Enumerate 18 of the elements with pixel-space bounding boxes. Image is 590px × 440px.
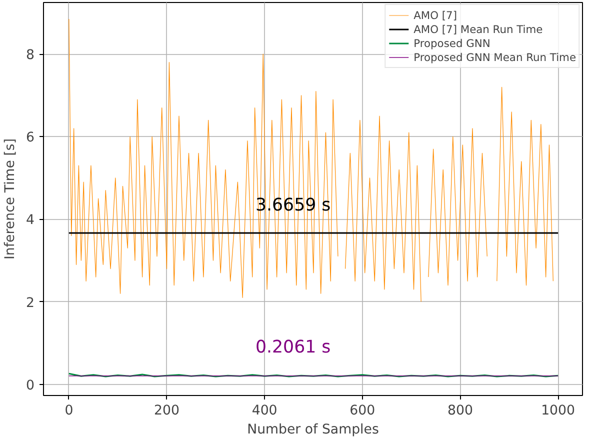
x-axis-title: Number of Samples xyxy=(247,422,379,438)
y-tick-label: 4 xyxy=(26,213,35,228)
y-tick-label: 6 xyxy=(26,130,35,146)
x-tick-label: 0 xyxy=(64,404,74,418)
y-tick-label: 0 xyxy=(26,378,35,394)
y-axis-title: Inference Time [s] xyxy=(3,138,18,260)
legend-label: AMO [7] xyxy=(414,8,457,22)
legend-label: Proposed GNN xyxy=(414,36,490,50)
x-tick-label: 200 xyxy=(154,404,180,418)
x-tick-label: 1000 xyxy=(541,404,576,418)
y-tick-label: 8 xyxy=(26,48,35,64)
x-tick-label: 600 xyxy=(350,404,376,418)
y-tick-label: 2 xyxy=(26,296,35,311)
legend-label: AMO [7] Mean Run Time xyxy=(414,22,543,36)
legend-label: Proposed GNN Mean Run Time xyxy=(414,50,576,64)
x-tick-label: 400 xyxy=(252,404,278,418)
annotation: 0.2061 s xyxy=(256,338,331,358)
x-tick-label: 800 xyxy=(448,404,473,418)
